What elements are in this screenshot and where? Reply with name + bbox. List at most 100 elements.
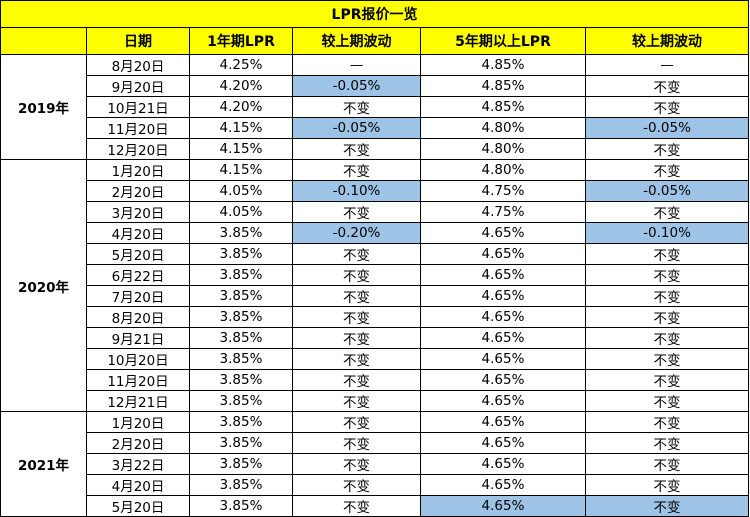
lpr-5y-cell: 4.75% xyxy=(420,201,586,223)
change-5y-cell: 不变 xyxy=(584,243,750,265)
lpr-5y-cell: 4.65% xyxy=(420,495,586,517)
date-cell: 8月20日 xyxy=(86,306,190,328)
change-1y-cell: 不变 xyxy=(292,390,421,412)
lpr-1y-cell: 3.85% xyxy=(189,285,293,307)
change-1y-cell: -0.20% xyxy=(292,222,421,244)
change-1y-cell: 不变 xyxy=(292,327,421,349)
change-5y-cell: 不变 xyxy=(584,138,750,160)
lpr-1y-cell: 3.85% xyxy=(189,411,293,433)
date-cell: 11月20日 xyxy=(86,369,190,391)
change-5y-cell: 不变 xyxy=(584,159,750,181)
change-1y-cell: 不变 xyxy=(292,348,421,370)
table-row: 10月20日 3.85% 不变 4.65% 不变 xyxy=(1,348,750,370)
lpr-1y-cell: 3.85% xyxy=(189,348,293,370)
change-1y-cell: 不变 xyxy=(292,453,421,475)
change-1y-cell: 不变 xyxy=(292,285,421,307)
table-row: 11月20日 3.85% 不变 4.65% 不变 xyxy=(1,369,750,391)
lpr-1y-cell: 3.85% xyxy=(189,243,293,265)
lpr-5y-cell: 4.65% xyxy=(420,369,586,391)
date-cell: 7月20日 xyxy=(86,285,190,307)
date-cell: 12月20日 xyxy=(86,138,190,160)
header-date: 日期 xyxy=(86,27,190,55)
change-1y-cell: 不变 xyxy=(292,474,421,496)
change-5y-cell: 不变 xyxy=(584,432,750,454)
lpr-5y-cell: 4.65% xyxy=(420,432,586,454)
table-row: 5月20日 3.85% 不变 4.65% 不变 xyxy=(1,495,750,517)
date-cell: 12月21日 xyxy=(86,390,190,412)
table-row: 4月20日 3.85% -0.20% 4.65% -0.10% xyxy=(1,222,750,244)
change-5y-cell: 不变 xyxy=(584,306,750,328)
table-row: 2021年 1月20日 3.85% 不变 4.65% 不变 xyxy=(0,411,750,517)
table-row: 11月20日 4.15% -0.05% 4.80% -0.05% xyxy=(1,117,750,139)
lpr-5y-cell: 4.85% xyxy=(420,96,586,118)
table-row: 2020年 1月20日 4.15% 不变 4.80% 不变 xyxy=(0,159,750,412)
date-cell: 3月20日 xyxy=(86,201,190,223)
change-5y-cell: 不变 xyxy=(584,474,750,496)
table-row: 4月20日 3.85% 不变 4.65% 不变 xyxy=(1,474,750,496)
change-1y-cell: -0.05% xyxy=(292,75,421,97)
lpr-1y-cell: 3.85% xyxy=(189,327,293,349)
date-cell: 8月20日 xyxy=(86,54,190,76)
change-1y-cell: 不变 xyxy=(292,369,421,391)
change-1y-cell: 不变 xyxy=(292,243,421,265)
header-lpr-5y: 5年期以上LPR xyxy=(420,27,586,55)
lpr-5y-cell: 4.65% xyxy=(420,285,586,307)
lpr-5y-cell: 4.65% xyxy=(420,222,586,244)
change-5y-cell: 不变 xyxy=(584,411,750,433)
date-cell: 5月20日 xyxy=(86,495,190,517)
change-5y-cell: 不变 xyxy=(584,96,750,118)
table-row: 10月21日 4.20% 不变 4.85% 不变 xyxy=(1,96,750,118)
change-1y-cell: 不变 xyxy=(292,495,421,517)
lpr-5y-cell: 4.65% xyxy=(420,474,586,496)
table-row: 2月20日 4.05% -0.10% 4.75% -0.05% xyxy=(1,180,750,202)
header-corner xyxy=(0,27,87,55)
table-row: 9月20日 4.20% -0.05% 4.85% 不变 xyxy=(1,75,750,97)
date-cell: 4月20日 xyxy=(86,474,190,496)
lpr-5y-cell: 4.65% xyxy=(420,306,586,328)
date-cell: 9月21日 xyxy=(86,327,190,349)
lpr-1y-cell: 4.15% xyxy=(189,159,293,181)
lpr-5y-cell: 4.65% xyxy=(420,264,586,286)
lpr-5y-cell: 4.75% xyxy=(420,180,586,202)
change-5y-cell: 不变 xyxy=(584,453,750,475)
change-1y-cell: 不变 xyxy=(292,264,421,286)
date-cell: 1月20日 xyxy=(86,159,190,181)
lpr-1y-cell: 3.85% xyxy=(189,495,293,517)
lpr-5y-cell: 4.80% xyxy=(420,117,586,139)
lpr-5y-cell: 4.80% xyxy=(420,159,586,181)
table-row: 3月20日 4.05% 不变 4.75% 不变 xyxy=(1,201,750,223)
change-5y-cell: 不变 xyxy=(584,348,750,370)
table-row: 8月20日 3.85% 不变 4.65% 不变 xyxy=(1,306,750,328)
change-1y-cell: -0.10% xyxy=(292,180,421,202)
table-title: LPR报价一览 xyxy=(0,0,750,28)
date-cell: 10月21日 xyxy=(86,96,190,118)
lpr-5y-cell: 4.65% xyxy=(420,327,586,349)
table-row: 12月20日 4.15% 不变 4.80% 不变 xyxy=(1,138,750,160)
table-row: 3月22日 3.85% 不变 4.65% 不变 xyxy=(1,453,750,475)
change-5y-cell: 不变 xyxy=(584,327,750,349)
change-1y-cell: 不变 xyxy=(292,306,421,328)
lpr-5y-cell: 4.65% xyxy=(420,390,586,412)
date-cell: 1月20日 xyxy=(86,411,190,433)
date-cell: 3月22日 xyxy=(86,453,190,475)
lpr-1y-cell: 3.85% xyxy=(189,369,293,391)
table-row: 2019年 8月20日 4.25% —4.85% — xyxy=(0,54,750,160)
change-1y-cell: 不变 xyxy=(292,411,421,433)
change-1y-cell: 不变 xyxy=(292,96,421,118)
table-row: 12月21日 3.85% 不变 4.65% 不变 xyxy=(1,390,750,412)
year-cell: 2019年 xyxy=(0,54,87,160)
table-row: 7月20日 3.85% 不变 4.65% 不变 xyxy=(1,285,750,307)
lpr-1y-cell: 3.85% xyxy=(189,474,293,496)
change-5y-cell: 不变 xyxy=(584,201,750,223)
change-5y-cell: — xyxy=(584,54,750,76)
date-cell: 9月20日 xyxy=(86,75,190,97)
lpr-1y-cell: 4.05% xyxy=(189,201,293,223)
lpr-1y-cell: 4.05% xyxy=(189,180,293,202)
lpr-1y-cell: 4.20% xyxy=(189,75,293,97)
lpr-1y-cell: 3.85% xyxy=(189,432,293,454)
lpr-1y-cell: 3.85% xyxy=(189,390,293,412)
year-cell: 2021年 xyxy=(0,411,87,517)
change-5y-cell: 不变 xyxy=(584,75,750,97)
